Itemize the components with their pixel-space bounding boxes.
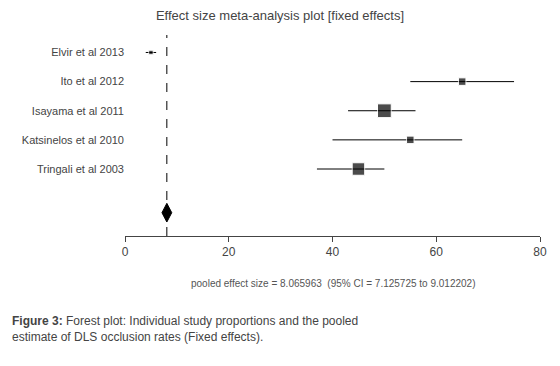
svg-text:20: 20 xyxy=(222,245,236,259)
svg-text:60: 60 xyxy=(430,245,444,259)
svg-text:0: 0 xyxy=(122,245,129,259)
svg-text:Isayama et al 2011: Isayama et al 2011 xyxy=(32,105,124,117)
svg-text:Tringali et al 2003: Tringali et al 2003 xyxy=(37,163,124,175)
svg-text:pooled effect size = 8.065963: pooled effect size = 8.065963 (95% CI = … xyxy=(191,278,475,289)
svg-text:80: 80 xyxy=(533,245,547,259)
svg-text:Figure 3: Forest plot: Individ: Figure 3: Forest plot: Individual study … xyxy=(12,314,358,344)
svg-text:40: 40 xyxy=(326,245,340,259)
svg-text:Katsinelos et al 2010: Katsinelos et al 2010 xyxy=(22,134,124,146)
svg-text:Elvir et al 2013: Elvir et al 2013 xyxy=(51,46,124,58)
svg-text:Ito et al 2012: Ito et al 2012 xyxy=(60,75,124,87)
svg-text:Effect size meta-analysis plot: Effect size meta-analysis plot [fixed ef… xyxy=(156,8,404,23)
